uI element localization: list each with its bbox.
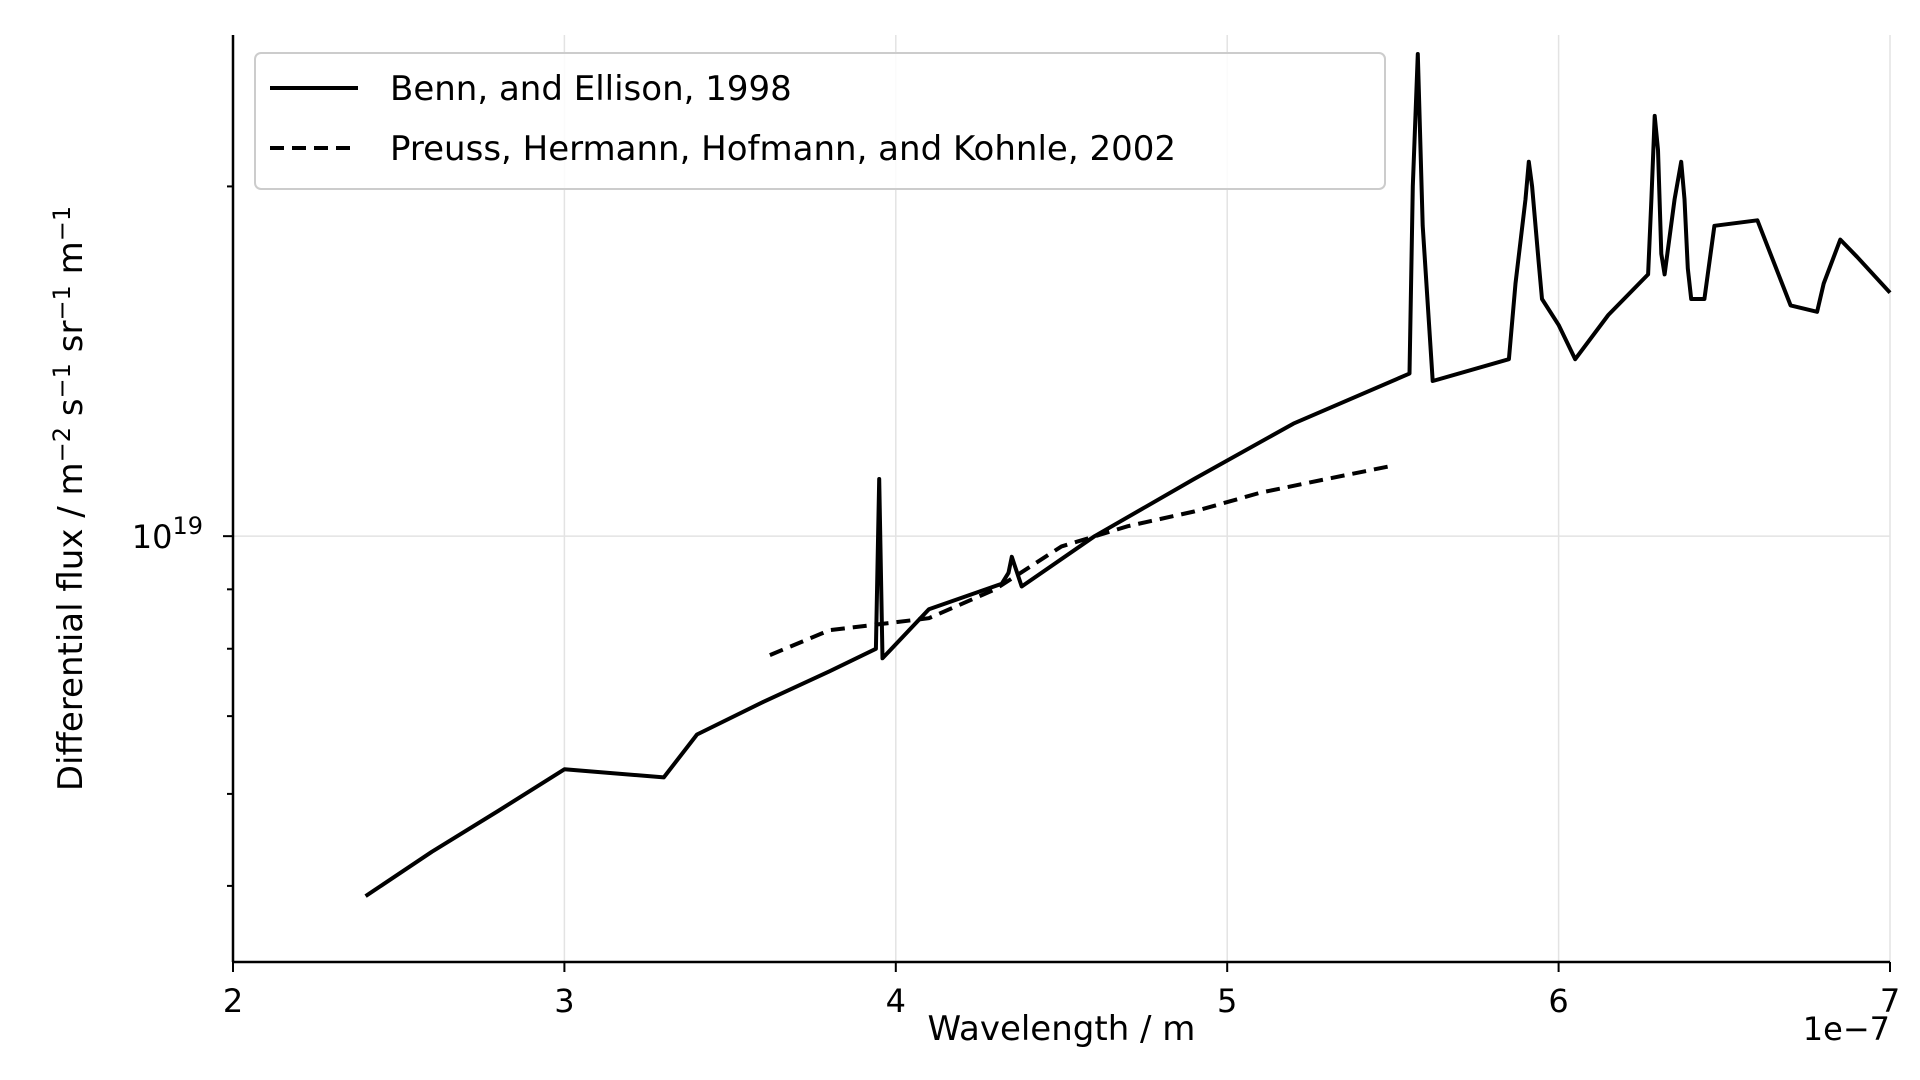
legend-label-2: Preuss, Hermann, Hofmann, and Kohnle, 20…: [390, 129, 1176, 169]
ticks: 2 3 4 5 6 7 1019: [132, 185, 1900, 1020]
x-tick-label: 4: [886, 982, 906, 1020]
legend-label-1: Benn, and Ellison, 1998: [390, 69, 792, 109]
x-tick-label: 6: [1548, 982, 1568, 1020]
series-group: [364, 52, 1892, 898]
y-tick-label: 1019: [132, 512, 203, 556]
legend-box: [254, 52, 1386, 190]
x-tick-label: 5: [1217, 982, 1237, 1020]
legend: Benn, and Ellison, 1998 Preuss, Hermann, …: [254, 52, 1386, 190]
x-axis-label: Wavelength / m: [928, 1009, 1196, 1049]
series-line-1: [364, 52, 1892, 898]
x-offset-label: 1e−7: [1803, 1010, 1890, 1048]
x-tick-label: 3: [554, 982, 574, 1020]
axes: [231, 35, 1890, 964]
x-tick-label: 2: [223, 982, 243, 1020]
series-line-2: [769, 463, 1394, 657]
x-tick-label: 7: [1880, 982, 1900, 1020]
y-axis-label: Differential flux / m−2 s−1 sr−1 m−1: [48, 206, 91, 791]
